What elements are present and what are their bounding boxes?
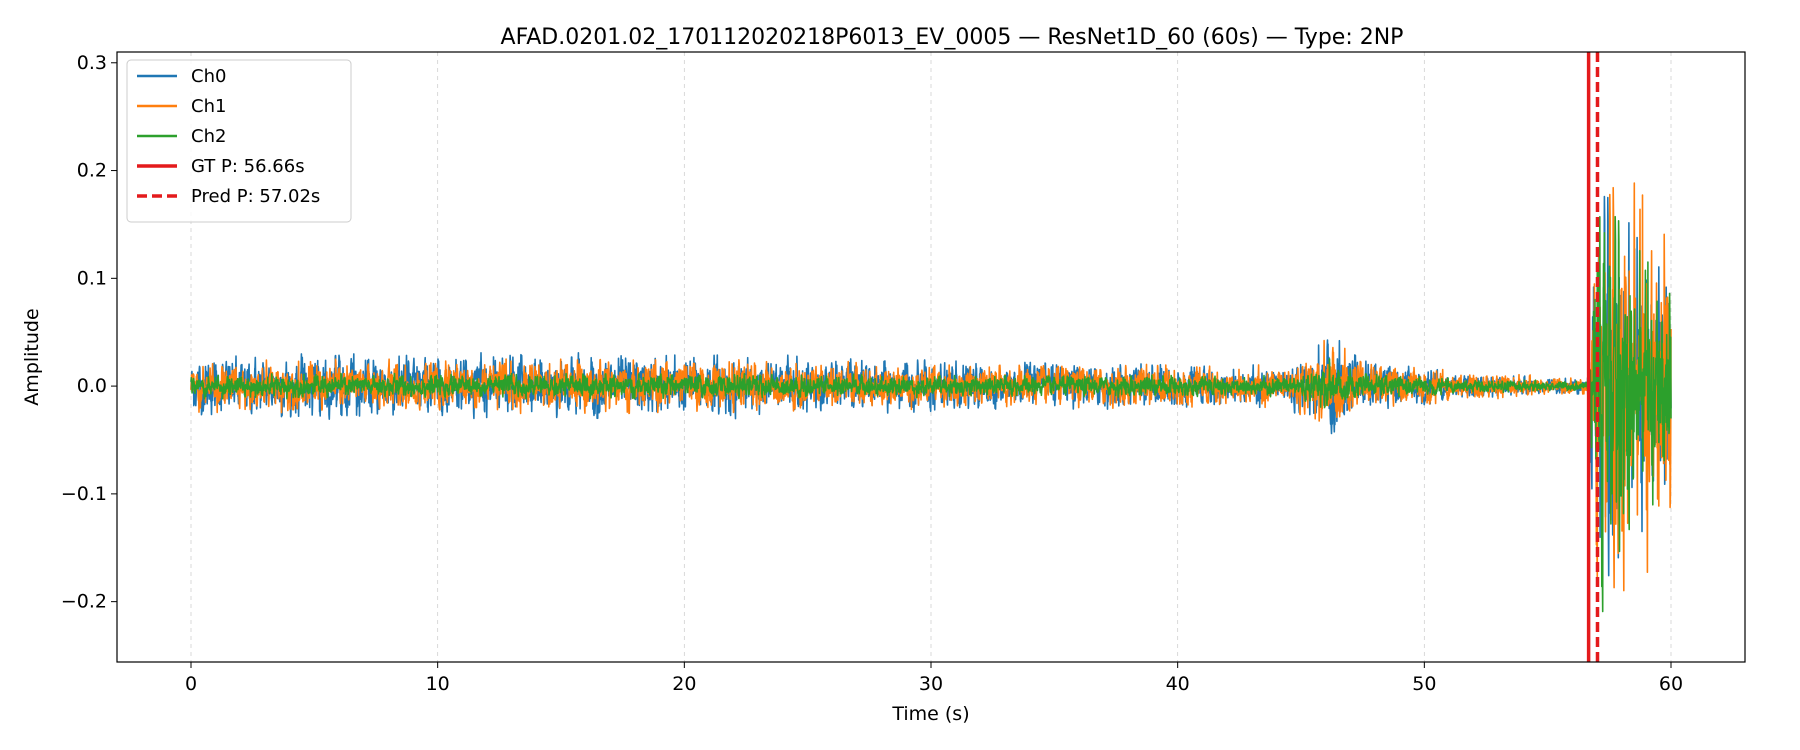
y-tick-label: 0.0 [77,375,107,397]
x-axis-label: Time (s) [891,703,969,725]
legend-entry-label: Ch2 [191,126,226,147]
y-tick-label: 0.2 [77,160,107,182]
x-tick-label: 20 [672,673,696,695]
legend-entry-label: Ch1 [191,96,226,117]
y-tick-label: 0.3 [77,52,107,74]
y-axis-label: Amplitude [21,308,43,405]
legend-entry-label: GT P: 56.66s [191,156,305,177]
legend-entry-label: Pred P: 57.02s [191,186,320,207]
y-axis-ticks: −0.2 −0.1 0.0 0.1 0.2 0.3 [61,52,117,613]
chart-title: AFAD.0201.02_170112020218P6013_EV_0005 —… [501,25,1404,50]
y-tick-label: −0.1 [61,483,107,505]
marker-layer [1586,52,1600,662]
series-layer [190,182,1672,613]
legend-entry-label: Ch0 [191,66,226,87]
x-tick-label: 60 [1659,673,1683,695]
x-tick-label: 40 [1166,673,1190,695]
series-line-ch1 [190,182,1672,592]
y-tick-label: −0.2 [61,591,107,613]
legend-box [126,59,352,223]
y-tick-label: 0.1 [77,267,107,289]
x-tick-label: 50 [1412,673,1436,695]
legend: Ch0 Ch1 Ch2 GT P: 56.66s Pred P: 57.02s [126,59,352,223]
x-tick-label: 0 [185,673,197,695]
x-tick-label: 30 [919,673,943,695]
series-line-ch2 [190,215,1672,613]
plot-area [190,52,1672,662]
x-axis-ticks: 0 10 20 30 40 50 60 [185,662,1683,695]
x-tick-label: 10 [426,673,450,695]
